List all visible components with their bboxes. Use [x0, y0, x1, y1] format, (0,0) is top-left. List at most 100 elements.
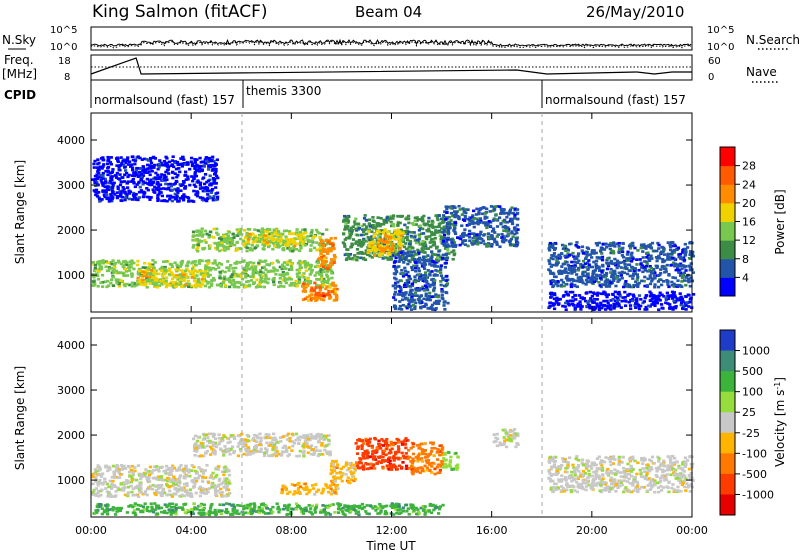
heatmap-cell	[162, 469, 166, 473]
heatmap-cell	[130, 168, 135, 172]
heatmap-cell	[112, 472, 117, 475]
heatmap-cell	[478, 221, 482, 224]
heatmap-cell	[456, 236, 460, 240]
heatmap-cell	[200, 282, 205, 286]
freq-trace	[90, 57, 692, 75]
heatmap-cell	[193, 174, 197, 178]
heatmap-cell	[210, 483, 214, 487]
heatmap-cell	[134, 173, 138, 177]
heatmap-cell	[436, 253, 440, 257]
heatmap-cell	[463, 214, 467, 218]
heatmap-cell	[253, 234, 258, 238]
heatmap-cell	[380, 254, 384, 257]
heatmap-cell	[316, 261, 321, 264]
heatmap-cell	[432, 233, 437, 236]
heatmap-cell	[174, 282, 179, 286]
heatmap-cell	[310, 293, 314, 296]
heatmap-cell	[270, 231, 274, 235]
heatmap-cell	[273, 238, 277, 241]
heatmap-cell	[412, 257, 417, 261]
heatmap-cell	[197, 262, 202, 265]
heatmap-cell	[371, 247, 375, 251]
heatmap-cell	[331, 241, 335, 245]
heatmap-cell	[635, 278, 639, 282]
heatmap-cell	[483, 242, 487, 246]
heatmap-cell	[135, 484, 139, 488]
heatmap-cell	[405, 254, 410, 258]
heatmap-cell	[594, 241, 599, 245]
heatmap-cell	[462, 219, 467, 222]
heatmap-cell	[410, 222, 415, 225]
heatmap-cell	[179, 486, 183, 490]
heatmap-cell	[661, 250, 665, 254]
heatmap-cell	[149, 268, 154, 272]
heatmap-cell	[110, 191, 115, 195]
heatmap-cell	[502, 240, 506, 244]
heatmap-cell	[432, 283, 436, 287]
heatmap-cell	[134, 169, 139, 172]
heatmap-cell	[179, 285, 184, 288]
heatmap-cell	[504, 229, 508, 233]
heatmap-cell	[200, 227, 204, 231]
heatmap-cell	[173, 172, 177, 176]
heatmap-cell	[183, 269, 188, 273]
heatmap-cell	[324, 260, 329, 263]
heatmap-cell	[147, 167, 151, 170]
heatmap-cell	[477, 210, 481, 214]
nsearch-label: N.Search	[746, 33, 800, 47]
heatmap-cell	[586, 261, 590, 264]
heatmap-cell	[136, 495, 141, 499]
heatmap-cell	[150, 276, 154, 280]
heatmap-cell	[395, 245, 399, 248]
heatmap-cell	[652, 274, 656, 277]
heatmap-cell	[112, 470, 116, 474]
heatmap-cell	[405, 236, 409, 239]
heatmap-cell	[639, 298, 643, 301]
heatmap-cell	[163, 179, 167, 182]
heatmap-cell	[567, 268, 571, 271]
nave-label: Nave	[746, 65, 777, 79]
heatmap-cell	[164, 170, 168, 174]
heatmap-cell	[219, 240, 224, 243]
beam-label: Beam 04	[355, 3, 422, 21]
freq-unit-label: [MHz]	[2, 67, 37, 81]
heatmap-cell	[208, 273, 212, 277]
heatmap-cell	[570, 302, 574, 306]
heatmap-cell	[429, 245, 433, 249]
heatmap-cell	[386, 258, 390, 261]
heatmap-cell	[328, 265, 332, 269]
heatmap-cell	[198, 166, 202, 170]
heatmap-cell	[460, 224, 464, 228]
heatmap-cell	[292, 247, 296, 251]
heatmap-cell	[272, 283, 276, 287]
heatmap-cell	[203, 173, 208, 176]
heatmap-cell	[96, 277, 101, 281]
heatmap-cell	[304, 285, 308, 289]
heatmap-cell	[560, 272, 564, 275]
heatmap-cell	[298, 236, 303, 240]
heatmap-cell	[681, 274, 685, 277]
heatmap-cell	[645, 308, 649, 311]
heatmap-cell	[96, 158, 100, 162]
heatmap-cell	[617, 302, 621, 306]
heatmap-cell	[158, 159, 162, 162]
nave-right-tick-bottom: 0	[708, 72, 714, 83]
heatmap-cell	[292, 237, 297, 240]
heatmap-cell	[573, 264, 577, 268]
heatmap-cell	[188, 167, 192, 171]
heatmap-cell	[122, 274, 127, 277]
heatmap-cell	[293, 244, 297, 248]
heatmap-cell	[299, 240, 303, 244]
heatmap-cell	[318, 288, 323, 292]
heatmap-cell	[424, 294, 428, 297]
heatmap-cell	[691, 293, 696, 296]
heatmap-cell	[210, 188, 214, 192]
heatmap-cell	[435, 245, 439, 249]
heatmap-cell	[364, 225, 369, 228]
heatmap-cell	[293, 284, 298, 288]
heatmap-cell	[573, 257, 577, 260]
heatmap-cell	[174, 469, 179, 472]
heatmap-cell	[232, 236, 236, 239]
heatmap-cell	[254, 265, 258, 268]
heatmap-cell	[366, 248, 371, 252]
